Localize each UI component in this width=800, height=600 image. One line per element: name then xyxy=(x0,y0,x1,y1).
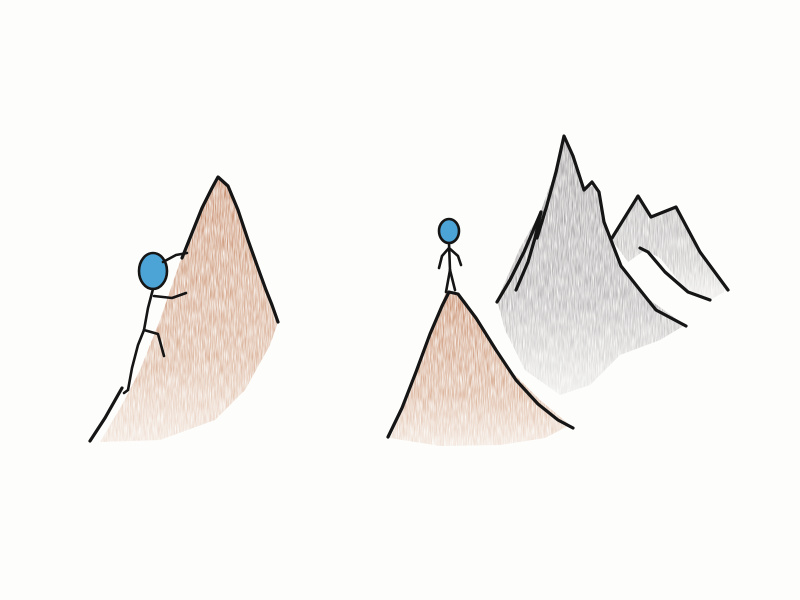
standing-stick-figure xyxy=(437,217,463,294)
climber-head xyxy=(137,251,169,291)
tall-gray-mountain xyxy=(495,134,688,395)
small-summit-mountain xyxy=(386,290,575,446)
summit-figure-head xyxy=(437,217,461,245)
climbing-stick-figure xyxy=(122,251,189,395)
left-mountain xyxy=(88,175,280,443)
background-gray-peaks xyxy=(610,194,730,302)
